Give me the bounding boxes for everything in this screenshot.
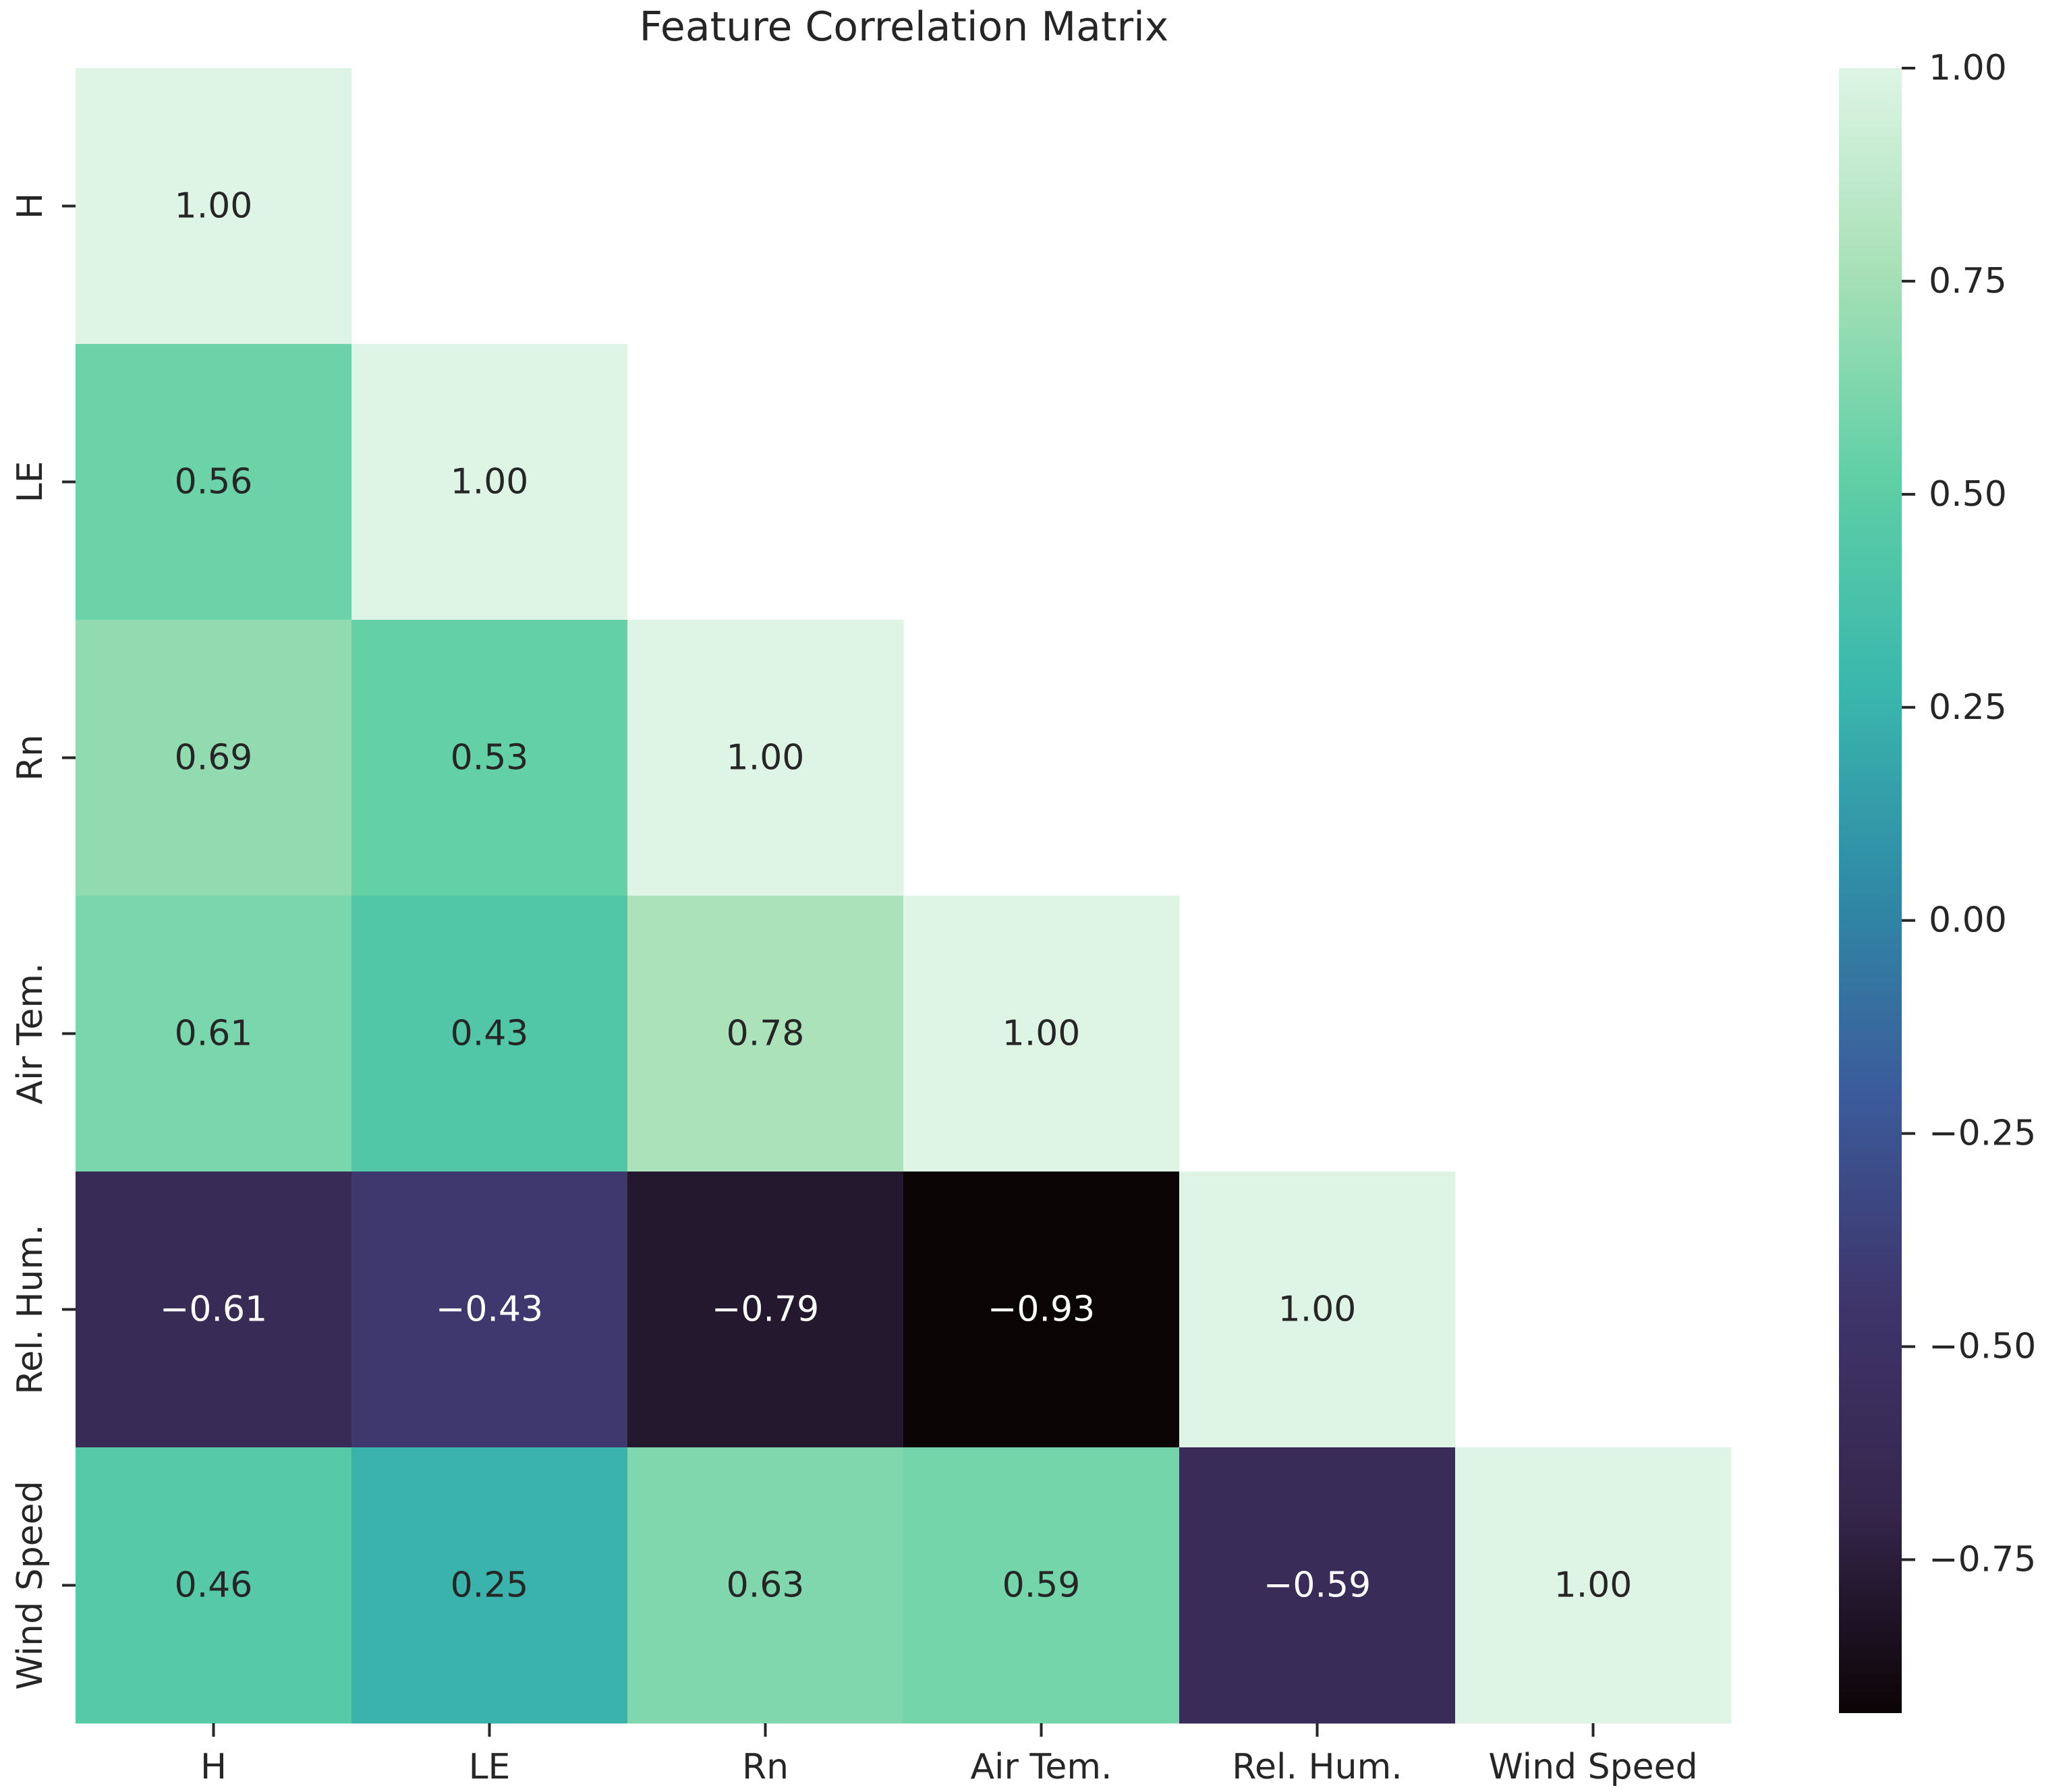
colorbar-tick-label: 0.75 bbox=[1929, 261, 2007, 301]
colorbar-tick-label: −0.50 bbox=[1929, 1327, 2036, 1367]
heatmap-cell-le-le bbox=[351, 344, 628, 620]
x-tick-label-rel-hum: Rel. Hum. bbox=[1232, 1747, 1403, 1787]
cell-value-label: 0.56 bbox=[175, 462, 253, 502]
y-axis: H LE Rn Air Tem. Rel. Hum. Wind Speed bbox=[10, 193, 76, 1690]
heatmap-cell-rn-h bbox=[76, 620, 352, 896]
cell-value-label: −0.93 bbox=[988, 1290, 1095, 1330]
colorbar-tick-label: 0.50 bbox=[1929, 474, 2007, 515]
cell-value-label: 0.25 bbox=[451, 1565, 529, 1606]
heatmap-cell-air-tem-air-tem bbox=[903, 896, 1180, 1172]
heatmap-cell-rel-hum-le bbox=[351, 1172, 628, 1448]
heatmap-cell-wind-speed-wind-speed bbox=[1455, 1447, 1732, 1724]
cell-value-label: 0.59 bbox=[1002, 1565, 1081, 1606]
cell-value-label: 1.00 bbox=[175, 186, 253, 227]
y-tick-label-rel-hum: Rel. Hum. bbox=[10, 1224, 51, 1395]
colorbar-tick-label: 1.00 bbox=[1929, 48, 2007, 88]
heatmap-cell-rel-hum-h bbox=[76, 1172, 352, 1448]
cell-value-label: 0.46 bbox=[175, 1565, 253, 1606]
chart-title: Feature Correlation Matrix bbox=[640, 3, 1169, 51]
y-tick-label-rn: Rn bbox=[10, 734, 51, 781]
x-tick-label-h: H bbox=[200, 1747, 227, 1787]
heatmap-cell-air-tem-rn bbox=[627, 896, 904, 1172]
y-tick-label-wind-speed: Wind Speed bbox=[10, 1480, 51, 1689]
heatmap-cells bbox=[76, 68, 1732, 1724]
heatmap-cell-wind-speed-air-tem bbox=[903, 1447, 1180, 1724]
x-axis: H LE Rn Air Tem. Rel. Hum. Wind Speed bbox=[200, 1723, 1698, 1787]
cell-value-label: 1.00 bbox=[451, 462, 529, 502]
cell-value-label: −0.61 bbox=[160, 1290, 267, 1330]
cell-value-label: −0.59 bbox=[1264, 1565, 1371, 1606]
cell-value-label: 1.00 bbox=[1554, 1565, 1633, 1606]
cell-value-label: 0.63 bbox=[727, 1565, 805, 1606]
cell-value-label: −0.79 bbox=[712, 1290, 819, 1330]
heatmap-cell-rn-rn bbox=[627, 620, 904, 896]
x-tick-label-wind-speed: Wind Speed bbox=[1488, 1747, 1697, 1787]
y-tick-label-h: H bbox=[10, 193, 51, 219]
heatmap-cell-air-tem-h bbox=[76, 896, 352, 1172]
x-tick-label-le: LE bbox=[469, 1747, 511, 1787]
x-tick-label-air-tem: Air Tem. bbox=[970, 1747, 1112, 1787]
cell-value-label: 0.69 bbox=[175, 738, 253, 778]
colorbar-ticks: 1.00 0.75 0.50 0.25 0.00 −0.25 −0.50 −0.75 bbox=[1902, 48, 2036, 1580]
cell-value-label: 1.00 bbox=[1002, 1014, 1081, 1054]
heatmap-cell-h-h bbox=[76, 68, 352, 345]
cell-value-label: 1.00 bbox=[727, 738, 805, 778]
colorbar bbox=[1839, 68, 1902, 1713]
colorbar-tick-label: 0.00 bbox=[1929, 900, 2007, 941]
heatmap-cell-wind-speed-rn bbox=[627, 1447, 904, 1724]
y-tick-label-air-tem: Air Tem. bbox=[10, 962, 51, 1104]
heatmap-cell-labels: 1.00 0.56 1.00 0.69 0.53 1.00 0.61 0.43 0.78 1.00… bbox=[160, 186, 1633, 1606]
heatmap-cell-le-h bbox=[76, 344, 352, 620]
heatmap-cell-rel-hum-rn bbox=[627, 1172, 904, 1448]
cell-value-label: 0.53 bbox=[451, 738, 529, 778]
cell-value-label: −0.43 bbox=[436, 1290, 543, 1330]
colorbar-tick-label: 0.25 bbox=[1929, 687, 2007, 728]
x-tick-label-rn: Rn bbox=[742, 1747, 789, 1787]
heatmap-cell-wind-speed-le bbox=[351, 1447, 628, 1724]
heatmap-cell-rel-hum-rel-hum bbox=[1179, 1172, 1456, 1448]
y-tick-label-le: LE bbox=[10, 461, 51, 503]
cell-value-label: 0.43 bbox=[451, 1014, 529, 1054]
cell-value-label: 0.61 bbox=[175, 1014, 253, 1054]
heatmap-cell-air-tem-le bbox=[351, 896, 628, 1172]
colorbar-tick-label: −0.75 bbox=[1929, 1540, 2036, 1580]
colorbar-tick-label: −0.25 bbox=[1929, 1114, 2036, 1154]
cell-value-label: 0.78 bbox=[727, 1014, 805, 1054]
heatmap-cell-wind-speed-h bbox=[76, 1447, 352, 1724]
heatmap-cell-rn-le bbox=[351, 620, 628, 896]
heatmap-cell-wind-speed-rel-hum bbox=[1179, 1447, 1456, 1724]
heatmap-cell-rel-hum-air-tem bbox=[903, 1172, 1180, 1448]
cell-value-label: 1.00 bbox=[1278, 1290, 1357, 1330]
